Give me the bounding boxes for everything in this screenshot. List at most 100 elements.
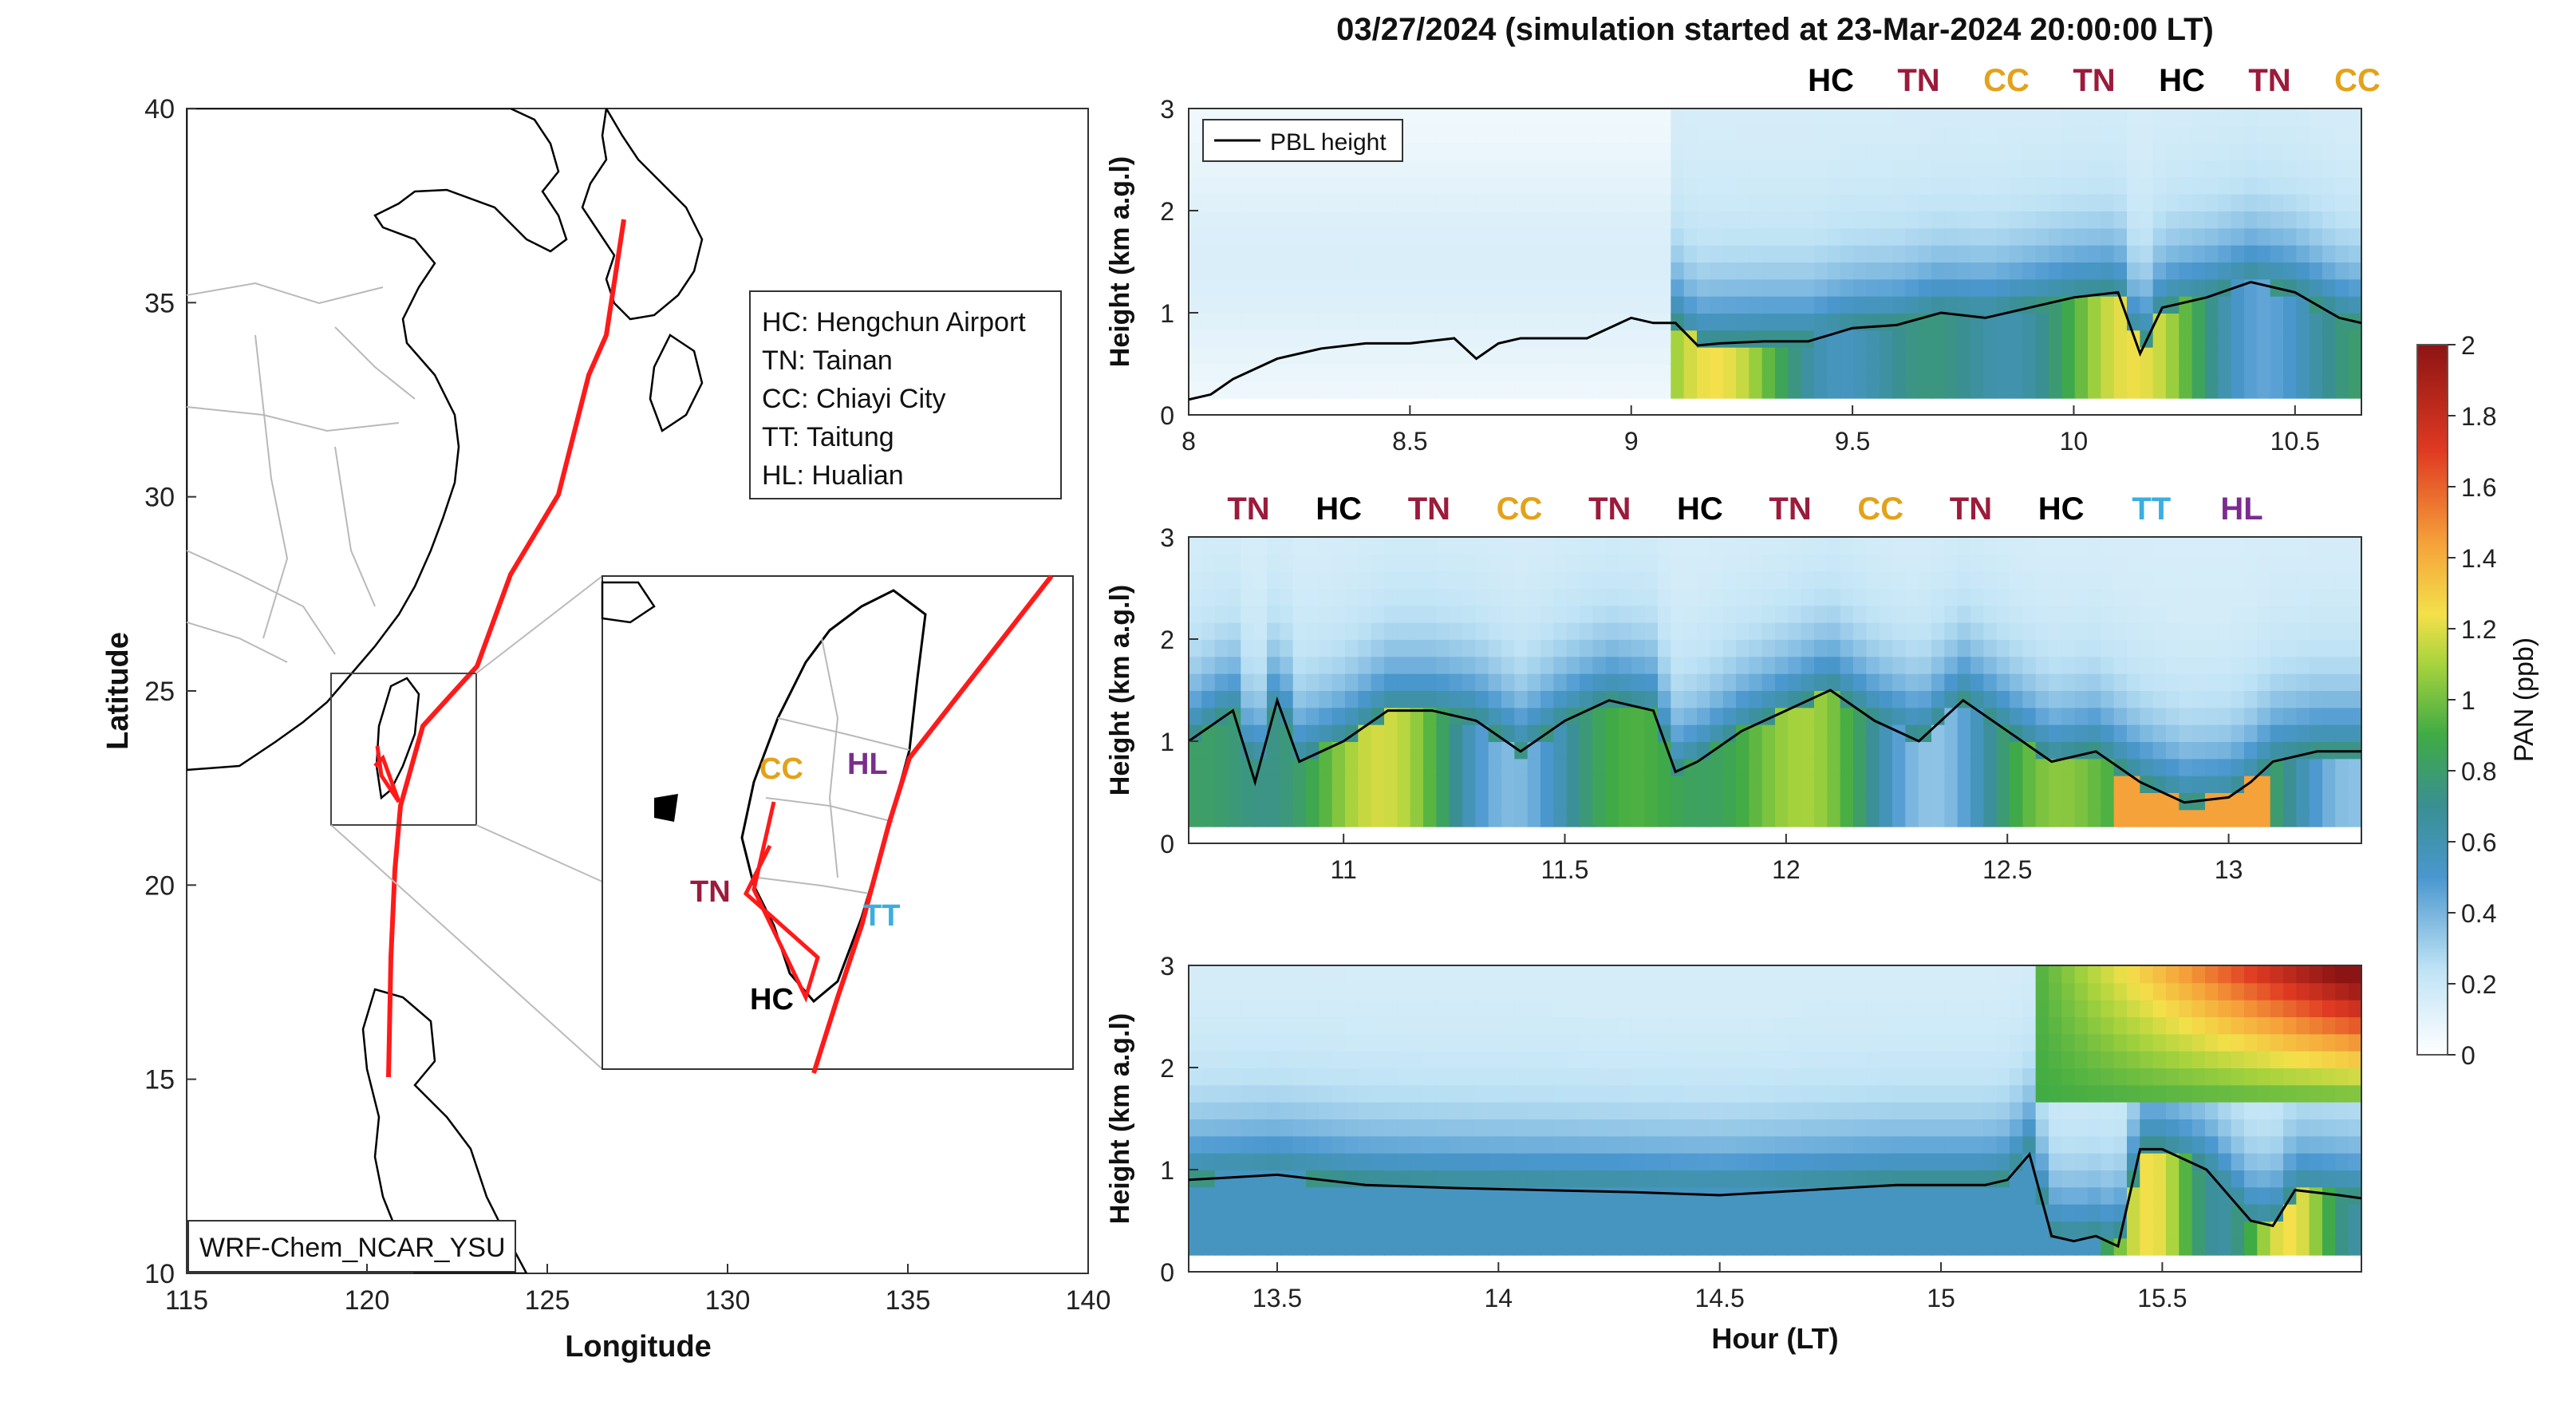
curtain-cell [1697, 1119, 1711, 1137]
curtain-cell [1722, 809, 1737, 827]
curtain-cell [2140, 313, 2154, 331]
curtain-cell [1345, 1221, 1359, 1239]
curtain-cell [1775, 1033, 1789, 1052]
curtain-cell [1931, 639, 1946, 657]
curtain-cell [1292, 295, 1307, 314]
curtain-cell [1631, 1050, 1646, 1068]
curtain-cell [1761, 537, 1776, 555]
curtain-cell [1892, 381, 1907, 399]
curtain-cell [2127, 1033, 2141, 1052]
curtain-cell [1566, 125, 1580, 144]
curtain-cell [2231, 707, 2245, 725]
curtain-cell [1462, 193, 1477, 211]
curtain-cell [1253, 330, 1268, 348]
curtain-cell [1423, 1050, 1438, 1068]
curtain-cell [1957, 1186, 1971, 1205]
curtain-cell [2101, 1050, 2115, 1068]
curtain-cell [1553, 656, 1568, 674]
curtain-cell [2113, 554, 2128, 572]
curtain-cell [2218, 1186, 2232, 1205]
curtain-cell [2205, 554, 2219, 572]
curtain-cell [1566, 605, 1580, 623]
curtain-cell [1710, 193, 1724, 211]
curtain-cell [1736, 1016, 1750, 1035]
curtain-cell [1996, 227, 2010, 246]
curtain-cell [1996, 313, 2010, 331]
curtain-cell [1866, 330, 1880, 348]
curtain-cell [1592, 346, 1607, 365]
curtain-cell [1697, 1084, 1711, 1103]
curtain-cell [1423, 1237, 1438, 1256]
curtain-cell [1619, 1101, 1633, 1119]
curtain-cell [1306, 244, 1320, 262]
curtain-cell [1879, 1152, 1893, 1170]
curtain-cell [1671, 330, 1685, 348]
curtain-cell [2218, 707, 2232, 725]
curtain-cell [1605, 176, 1619, 195]
curtain-cell [1189, 1050, 1203, 1068]
curtain-cell [1736, 588, 1750, 606]
curtain-cell [2322, 1068, 2337, 1086]
curtain-cell [2010, 1170, 2024, 1188]
curtain-cell [1931, 211, 1946, 229]
curtain-cell [1788, 211, 1802, 229]
curtain-cell [2022, 1033, 2037, 1052]
curtain-cell [1397, 1068, 1411, 1086]
curtain-cell [1931, 330, 1946, 348]
curtain-cell [2088, 758, 2102, 776]
curtain-cell [1228, 346, 1242, 365]
curtain-cell [1644, 1101, 1659, 1119]
curtain-cell [1228, 1170, 1242, 1188]
curtain-cell [2088, 346, 2102, 365]
curtain-cell [1319, 211, 1333, 229]
curtain-cell [2231, 160, 2245, 178]
curtain-cell [1931, 758, 1946, 776]
curtain-cell [1292, 364, 1307, 382]
curtain-cell [1371, 741, 1385, 760]
curtain-cell [2296, 381, 2310, 399]
curtain-cell [1996, 1068, 2010, 1086]
curtain-cell [1358, 1237, 1372, 1256]
curtain-cell [1201, 982, 1216, 1001]
curtain-cell [2309, 1135, 2323, 1154]
curtain-cell [2179, 227, 2193, 246]
curtain-cell [1331, 1135, 1346, 1154]
site-label-tn: TN [1769, 491, 1811, 527]
curtain-cell [1853, 1135, 1868, 1154]
curtain-cell [1905, 639, 1919, 657]
curtain-cell [1722, 262, 1737, 280]
curtain-cell [1605, 537, 1619, 555]
curtain-cell [1697, 364, 1711, 382]
curtain-cell [2127, 965, 2141, 984]
curtain-cell [1879, 775, 1893, 793]
curtain-cell [2061, 622, 2076, 640]
curtain-cell [1605, 1016, 1619, 1035]
curtain-cell [2101, 622, 2115, 640]
curtain-cell [2244, 109, 2258, 127]
curtain-cell [2140, 160, 2154, 178]
curtain-cell [1827, 775, 1841, 793]
curtain-cell [1683, 656, 1698, 674]
curtain-cell [2191, 724, 2206, 742]
curtain-cell [1566, 1084, 1580, 1103]
curtain-cell [1580, 142, 1594, 160]
curtain-cell [1905, 656, 1919, 674]
site-label-tn: TN [1950, 491, 1992, 527]
curtain-cell [2152, 193, 2167, 211]
curtain-cell [2127, 381, 2141, 399]
curtain-cell [1827, 605, 1841, 623]
curtain-cell [1319, 262, 1333, 280]
curtain-cell [2179, 1050, 2193, 1068]
curtain-cell [1488, 1170, 1502, 1188]
curtain-cell [1527, 1068, 1541, 1086]
curtain-cell [1397, 554, 1411, 572]
curtain-cell [2296, 965, 2310, 984]
curtain-cell [1788, 775, 1802, 793]
curtain-cell [1436, 673, 1450, 691]
curtain-cell [2270, 193, 2284, 211]
curtain-cell [1397, 588, 1411, 606]
curtain-cell [1514, 809, 1529, 827]
curtain-cell [2101, 211, 2115, 229]
curtain-cell [1214, 278, 1229, 297]
curtain-cell [1410, 211, 1424, 229]
